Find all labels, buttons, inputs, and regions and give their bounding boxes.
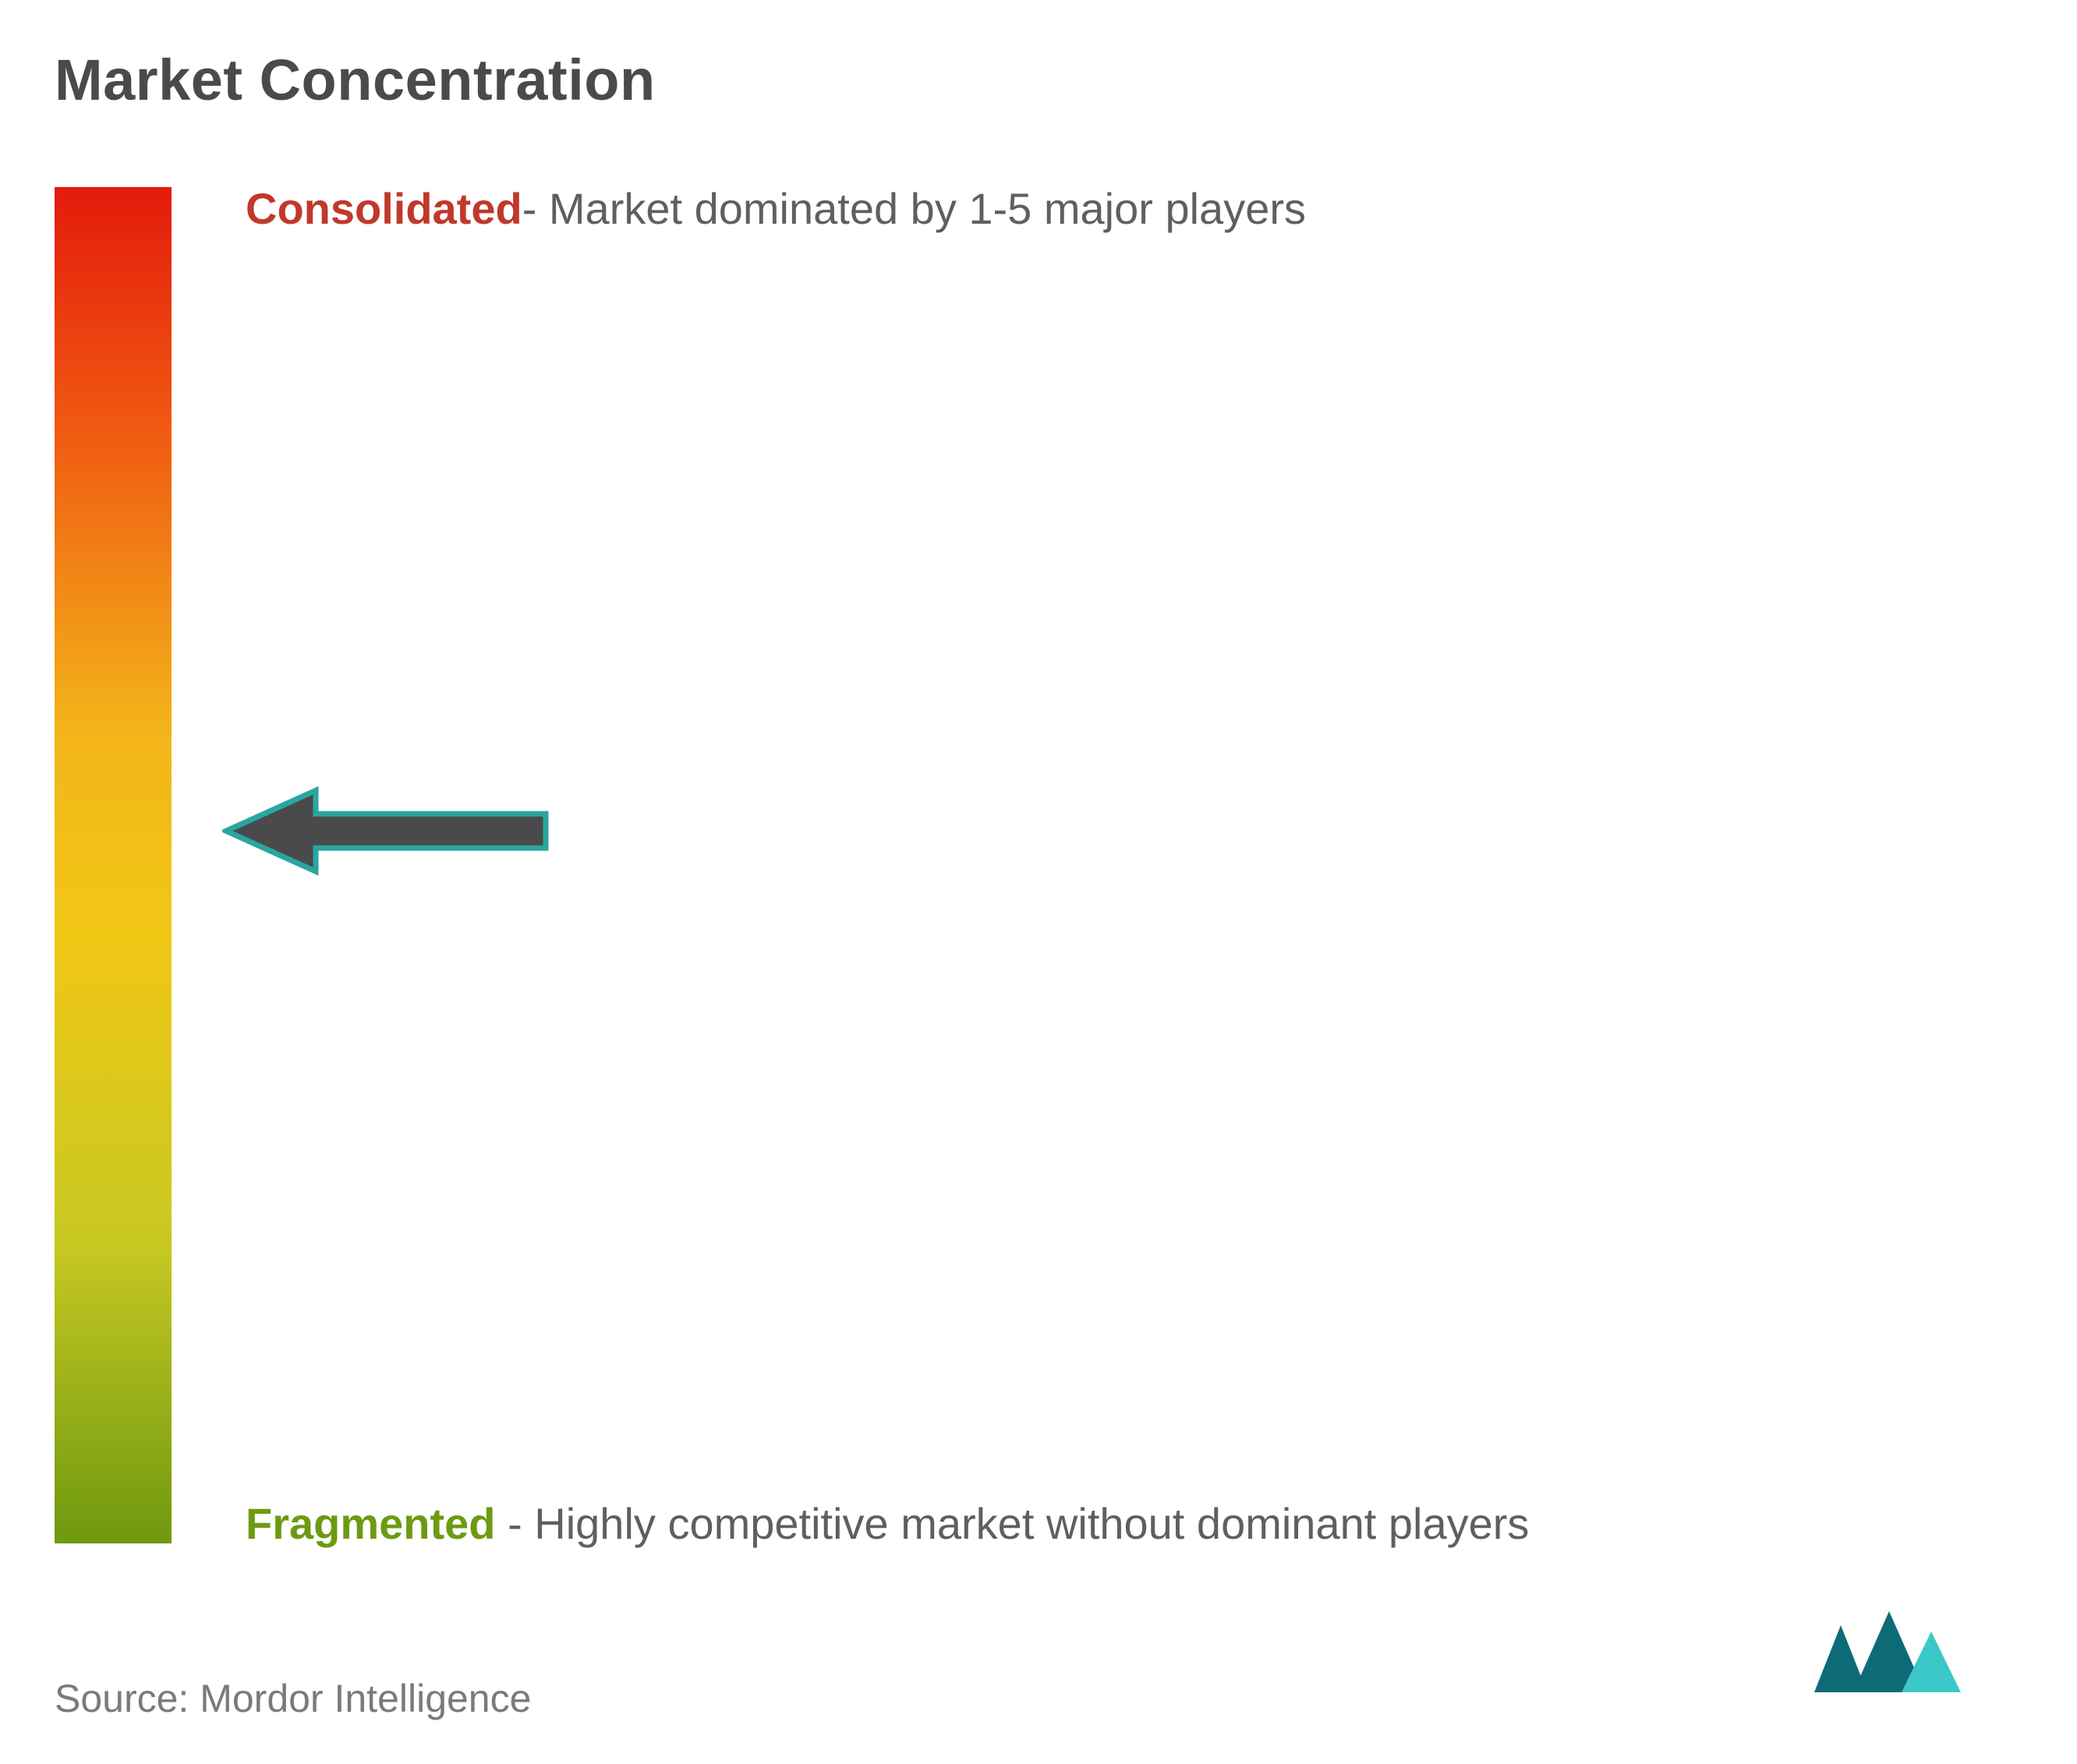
fragmented-label: Fragmented - Highly competitive market w…: [246, 1489, 1851, 1559]
concentration-gradient-bar: [55, 187, 172, 1543]
labels-column: Consolidated- Market dominated by 1-5 ma…: [172, 187, 2022, 1543]
chart-title: Market Concentration: [55, 47, 2022, 113]
mordor-logo: [1808, 1600, 1964, 1702]
consolidated-label: Consolidated- Market dominated by 1-5 ma…: [246, 179, 1851, 239]
fragmented-rest: - Highly competitive market without domi…: [508, 1499, 1529, 1548]
consolidated-bold: Consolidated: [246, 184, 522, 233]
logo-icon: [1808, 1600, 1964, 1702]
arrow-left-icon: [222, 784, 550, 878]
chart-body: Consolidated- Market dominated by 1-5 ma…: [55, 187, 2022, 1543]
consolidated-rest: - Market dominated by 1-5 major players: [522, 184, 1306, 233]
indicator-arrow: [222, 784, 550, 878]
fragmented-bold: Fragmented: [246, 1499, 496, 1548]
source-footer: Source: Mordor Intelligence: [55, 1676, 531, 1721]
